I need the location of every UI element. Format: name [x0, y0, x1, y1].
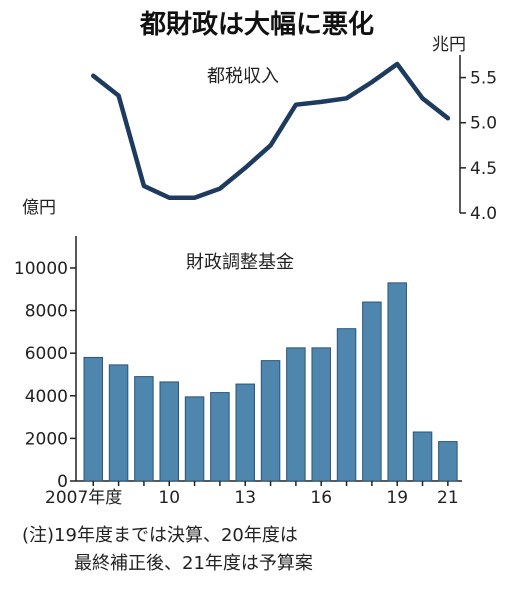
fund-x-tick-label: 21 [437, 488, 459, 508]
fund-tick-label: 6000 [25, 344, 68, 364]
fund-bar [311, 347, 331, 482]
fund-x-ticks: 2007年度 10 13 16 19 21 [45, 481, 459, 508]
fund-bar [83, 356, 103, 482]
fund-bar [336, 328, 357, 482]
tax-revenue-tick-label: 4.5 [470, 159, 497, 179]
fund-y-ticks: 0 2000 4000 6000 8000 10000 [14, 259, 76, 492]
footnote-line-1: (注)19年度までは決算、20年度は [22, 525, 298, 546]
tax-revenue-chart: 都税収入 兆円 4.0 4.5 5.0 5.5 [91, 35, 497, 224]
fund-bar [438, 441, 458, 482]
fund-x-tick-label: 10 [158, 488, 180, 508]
fund-bar [362, 301, 382, 482]
footnote: (注)19年度までは決算、20年度は最終補正後、21年度は予算案 [22, 522, 313, 578]
fund-bar [412, 431, 433, 482]
fund-title: 財政調整基金 [186, 252, 294, 273]
tax-revenue-points [93, 63, 448, 198]
fund-tick-label: 10000 [14, 259, 68, 279]
fund-x-tick-label: 13 [234, 488, 256, 508]
fund-bar [159, 381, 179, 482]
fund-bar [134, 376, 154, 482]
fund-bar [235, 383, 255, 482]
fund-bar [286, 347, 306, 482]
fund-bars [83, 282, 458, 482]
fund-x-tick-label: 2007年度 [45, 488, 122, 508]
footnote-line-2: 最終補正後、21年度は予算案 [74, 553, 313, 574]
fund-bar [387, 282, 407, 482]
fund-x-tick-label: 16 [310, 488, 332, 508]
fund-x-tick-label: 19 [386, 488, 408, 508]
chart-title: 都財政は大幅に悪化 [139, 9, 374, 40]
fund-tick-label: 4000 [25, 387, 68, 407]
fund-chart: 財政調整基金 億円 0 2000 4000 6000 8000 10000 2007年度 1… [14, 198, 462, 508]
fund-bar [210, 392, 230, 482]
fund-bar [260, 360, 281, 482]
fund-bar [184, 396, 205, 482]
tax-revenue-title: 都税収入 [207, 66, 279, 87]
tax-revenue-y-ticks: 4.0 4.5 5.0 5.5 [460, 69, 497, 224]
tax-revenue-unit: 兆円 [432, 35, 466, 55]
fund-tick-label: 2000 [25, 429, 68, 449]
tax-revenue-tick-label: 4.0 [470, 204, 497, 224]
fund-unit: 億円 [22, 198, 56, 218]
tax-revenue-tick-label: 5.0 [470, 114, 497, 134]
fund-tick-label: 0 [57, 472, 68, 492]
fund-bar [108, 364, 129, 482]
tax-revenue-tick-label: 5.5 [470, 69, 497, 89]
fund-tick-label: 8000 [25, 302, 68, 322]
